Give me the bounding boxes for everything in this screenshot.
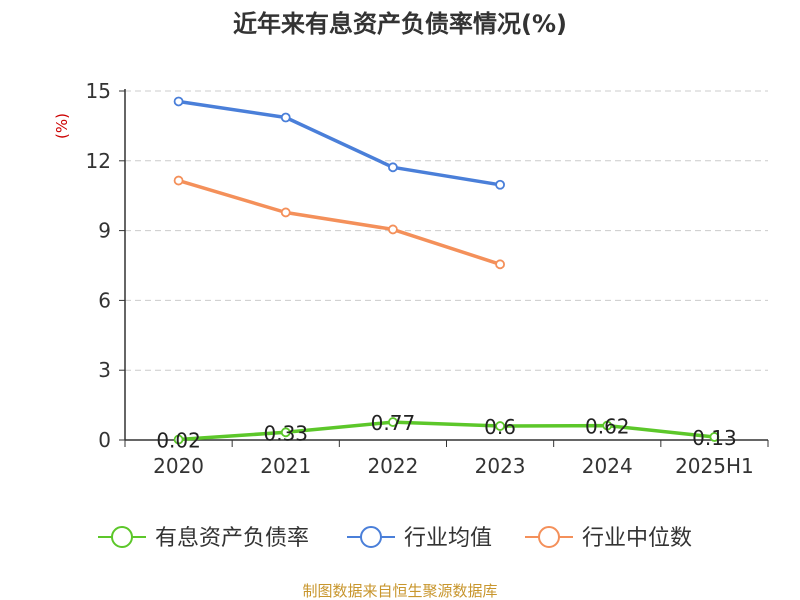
y-tick-label: 0 (98, 428, 111, 452)
data-point (495, 259, 505, 270)
legend-label: 行业均值 (404, 526, 492, 551)
x-tick-label: 2023 (475, 454, 526, 478)
data-label: 0.13 (692, 426, 737, 450)
data-point (495, 421, 505, 431)
data-point (602, 420, 613, 431)
legend-marker (538, 526, 560, 548)
grid (125, 90, 768, 371)
legend-label: 有息资产负债率 (155, 526, 309, 551)
legend-marker (111, 526, 133, 548)
chart-title: 近年来有息资产负债率情况(%) (233, 10, 567, 38)
data-point (280, 207, 291, 218)
data-point (280, 427, 291, 438)
data-point (280, 112, 291, 123)
legend: 有息资产负债率 行业均值 行业中位数 (98, 526, 692, 551)
y-tick-label: 9 (98, 219, 111, 243)
x-tick-label: 2021 (260, 454, 311, 478)
data-point (388, 417, 398, 427)
data-label: 0.33 (263, 421, 308, 445)
y-tick-label: 6 (98, 288, 111, 312)
y-tick-label: 12 (86, 149, 111, 173)
series-line-2 (176, 178, 502, 267)
series-line-0 (176, 420, 717, 442)
data-point (388, 224, 398, 235)
data-point (709, 432, 720, 442)
axes: 0 3 6 9 12 15 2020 2021 2022 2023 2024 2025H1 (86, 79, 769, 478)
y-tick-label: 3 (98, 358, 111, 382)
x-tick-label: 2022 (367, 454, 418, 478)
data-label: 0.77 (371, 411, 416, 435)
x-tick-label: 2025H1 (675, 454, 754, 478)
data-label: 0.62 (585, 415, 630, 439)
series (173, 96, 720, 445)
data-point (388, 162, 398, 173)
series-line-1 (176, 99, 502, 187)
y-axis-label: (%) (53, 113, 71, 139)
data-point (495, 179, 505, 190)
data-point (173, 434, 184, 445)
data-point (173, 175, 184, 186)
data-labels: 0.02 0.33 0.77 0.6 0.62 0.13 (156, 411, 736, 452)
data-point (173, 96, 184, 107)
data-label: 0.02 (156, 429, 201, 453)
y-tick-label: 15 (86, 79, 111, 103)
x-tick-label: 2020 (153, 454, 204, 478)
data-label: 0.6 (484, 415, 516, 439)
source-note: 制图数据来自恒生聚源数据库 (302, 582, 497, 600)
x-tick-label: 2024 (582, 454, 633, 478)
legend-marker (360, 526, 382, 548)
legend-label: 行业中位数 (582, 526, 692, 551)
